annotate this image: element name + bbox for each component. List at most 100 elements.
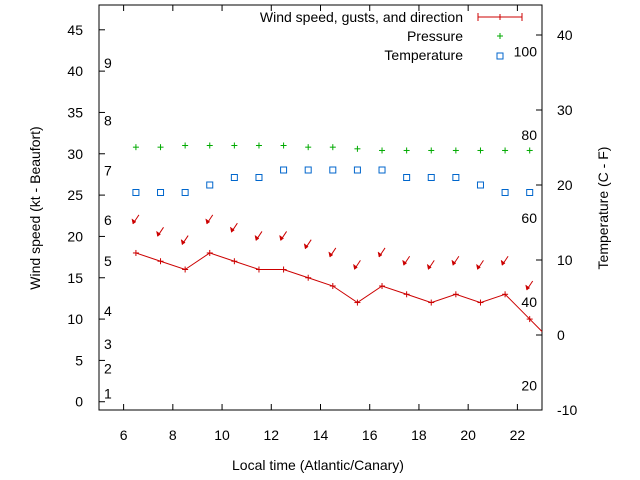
y-axis-label: Wind speed (kt - Beaufort): [27, 126, 43, 289]
beaufort-label: 5: [104, 253, 112, 269]
temperature-point: [501, 189, 509, 196]
fahrenheit-labels: 20 40 60 80 100: [514, 44, 538, 394]
pressure-point: [255, 142, 262, 149]
y2-tick-label: 20: [557, 177, 573, 193]
gust-direction-arrow: [180, 235, 189, 245]
pressure-point: [502, 147, 509, 154]
y2-tick-labels: -10 0 10 20 30 40: [557, 27, 577, 418]
pressure-point: [428, 147, 435, 154]
pressure-point: [157, 144, 164, 151]
y-tick-label: 20: [67, 228, 83, 244]
wind-point: [157, 258, 164, 265]
beaufort-labels: 1 2 3 4 5 6 7 8 9: [104, 55, 112, 402]
x-tick-label: 22: [510, 427, 526, 443]
temperature-point: [329, 166, 337, 174]
pressure-point: [280, 142, 287, 149]
pressure-point: [182, 142, 189, 149]
beaufort-label: 7: [104, 162, 112, 178]
x-tick-label: 12: [263, 427, 279, 443]
pressure-point: [452, 147, 459, 154]
beaufort-label: 3: [104, 336, 112, 352]
wind-point: [403, 291, 410, 298]
pressure-point: [231, 142, 238, 149]
wind-point: [502, 291, 509, 298]
y-tick-label: 40: [67, 63, 83, 79]
wind-point: [354, 299, 361, 306]
x-tick-label: 14: [313, 427, 329, 443]
fahrenheit-label: 100: [514, 44, 538, 60]
pressure-point: [403, 147, 410, 154]
x-tick-label: 16: [362, 427, 378, 443]
legend-label-temperature: Temperature: [384, 47, 463, 63]
gust-direction-arrow: [500, 255, 509, 266]
pressure-point: [526, 147, 533, 154]
beaufort-label: 8: [104, 113, 112, 129]
beaufort-label: 6: [104, 212, 112, 228]
y-tick-label: 5: [75, 352, 83, 368]
temperature-point: [452, 174, 460, 181]
x-tick-label: 18: [411, 427, 427, 443]
gust-direction-arrow: [303, 239, 312, 250]
y-tick-label: 10: [67, 311, 83, 327]
wind-point: [305, 274, 312, 281]
y-tick-label: 15: [67, 270, 83, 286]
temperature-point: [403, 174, 411, 181]
wind-point: [132, 249, 139, 256]
beaufort-label: 1: [104, 385, 112, 401]
pressure-point: [477, 147, 484, 154]
temperature-point: [526, 189, 534, 196]
y2-tick-label: 40: [557, 27, 573, 43]
fahrenheit-label: 60: [521, 210, 537, 226]
pressure-point: [132, 144, 139, 151]
x-tick-labels: 6 8 10 12 14 16 18 20 22: [120, 427, 526, 443]
wind-point: [428, 299, 435, 306]
temperature-point: [181, 189, 189, 196]
legend: Wind speed, gusts, and direction Pressur…: [260, 9, 523, 63]
legend-label-wind: Wind speed, gusts, and direction: [260, 9, 463, 25]
legend-swatch-temperature: [496, 52, 504, 60]
beaufort-label: 4: [104, 303, 112, 319]
y-tick-label: 45: [67, 22, 83, 38]
temperature-point: [255, 174, 263, 181]
y2-tick-label: 30: [557, 102, 573, 118]
temperature-point: [132, 189, 140, 196]
y-tick-labels: 0 5 10 15 20 25 30 35 40 45: [67, 22, 83, 410]
wind-point: [231, 258, 238, 265]
beaufort-label: 2: [104, 361, 112, 377]
gust-direction-arrow: [402, 255, 411, 266]
fahrenheit-label: 80: [521, 127, 537, 143]
y-tick-label: 35: [67, 104, 83, 120]
gust-direction-arrow: [254, 231, 263, 241]
gust-direction-arrow: [525, 280, 534, 291]
temperature-point: [476, 181, 484, 189]
temperature-point: [353, 166, 361, 174]
wind-point: [452, 291, 459, 298]
plot-area: [98, 4, 543, 411]
pressure-point: [354, 145, 361, 152]
temperature-point: [230, 174, 238, 181]
wind-point: [255, 266, 262, 273]
x-tick-label: 10: [214, 427, 230, 443]
beaufort-label: 9: [104, 55, 112, 71]
wind-point: [280, 266, 287, 273]
pressure-point: [329, 144, 336, 151]
pressure-point: [305, 144, 312, 151]
temperature-point: [427, 174, 435, 181]
y2-axis-label: Temperature (C - F): [595, 147, 611, 270]
y2-tick-label: 0: [557, 327, 565, 343]
series-layer: [131, 142, 543, 332]
gust-direction-arrow: [205, 214, 214, 225]
wind-point: [182, 266, 189, 273]
wind-point: [329, 283, 336, 290]
wind-point: [526, 316, 533, 323]
wind-point: [379, 283, 386, 290]
temperature-point: [206, 181, 214, 189]
gust-direction-arrow: [426, 260, 435, 270]
gust-direction-arrow: [377, 247, 386, 258]
temperature-point: [304, 166, 312, 174]
fahrenheit-label: 40: [521, 294, 537, 310]
x-tick-label: 20: [460, 427, 476, 443]
wind-speed-line: [135, 252, 543, 332]
wind-point: [477, 299, 484, 306]
